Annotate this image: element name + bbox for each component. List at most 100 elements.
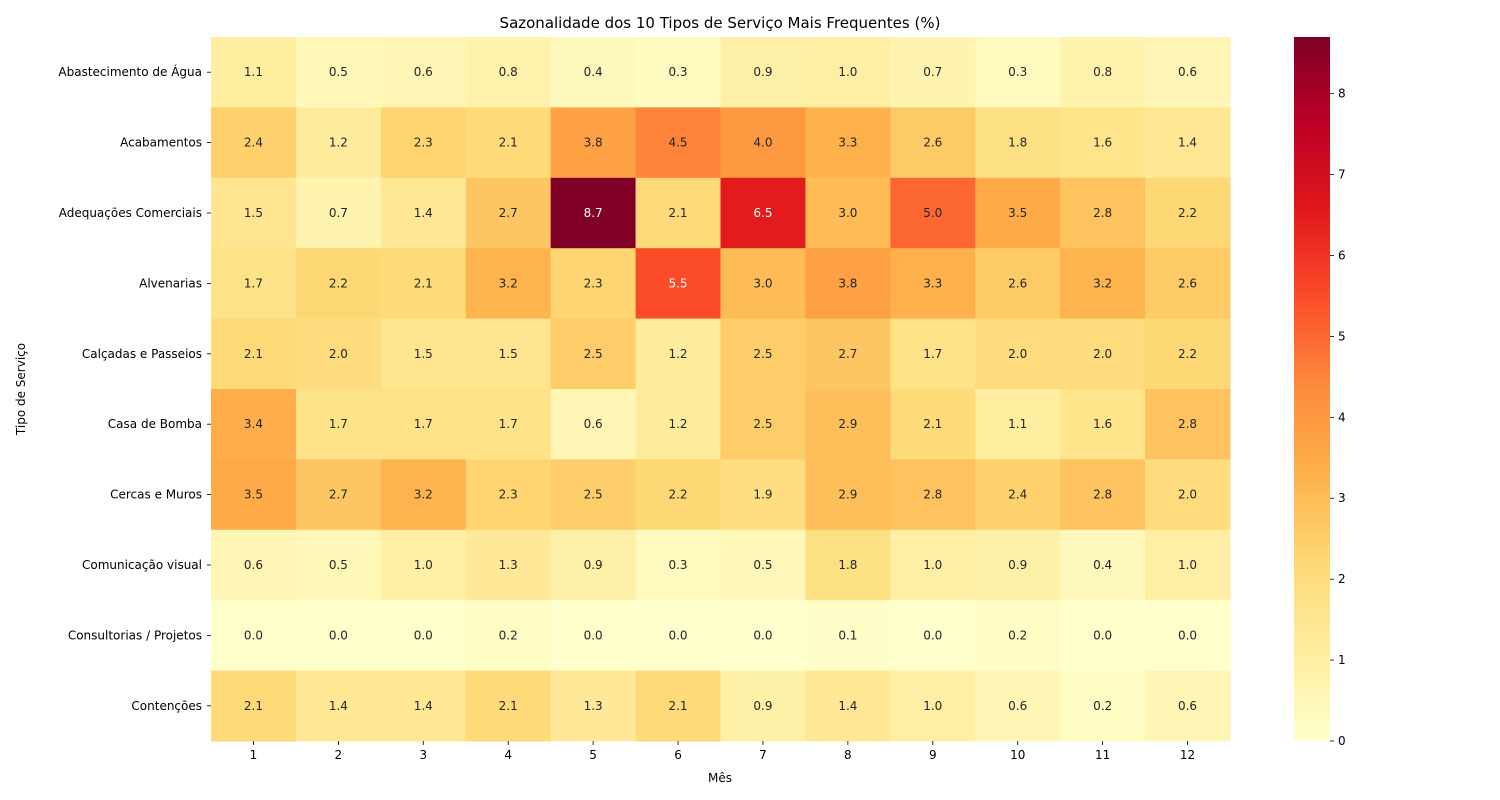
- heatmap-cell: [1060, 529, 1146, 601]
- cell-value-label: 0.1: [838, 628, 857, 642]
- heatmap-cell: [890, 600, 976, 672]
- heatmap-cell: [550, 389, 637, 460]
- cell-value-label: 8.7: [584, 206, 603, 220]
- heatmap-cell: [1060, 389, 1146, 460]
- cell-value-label: 1.0: [414, 558, 433, 572]
- cell-value-label: 1.4: [1178, 136, 1197, 150]
- heatmap-cell: [1060, 670, 1146, 742]
- heatmap-cell: [975, 600, 1061, 672]
- heatmap-cell: [380, 177, 467, 249]
- cell-value-label: 3.4: [244, 417, 263, 431]
- cell-value-label: 0.6: [414, 65, 433, 79]
- cell-value-label: 2.7: [499, 206, 518, 220]
- heatmap-cell: [211, 318, 297, 390]
- heatmap-cell: [720, 600, 806, 672]
- heatmap-cell: [720, 318, 806, 390]
- heatmap-cell: [465, 670, 552, 742]
- heatmap-cell: [1060, 107, 1146, 179]
- cell-value-label: 2.6: [1178, 276, 1197, 290]
- y-tick-label: Comunicação visual: [82, 558, 202, 572]
- x-axis-label: Mês: [708, 771, 732, 785]
- heatmap-cell: [380, 107, 467, 179]
- heatmap-cell: [295, 670, 382, 742]
- cell-value-label: 1.1: [244, 65, 263, 79]
- colorbar-ticks: 0 1 2 3 4 5 6 7 8: [1330, 87, 1346, 748]
- cell-value-label: 2.5: [584, 347, 603, 361]
- heatmap-cell: [1060, 37, 1146, 108]
- heatmap-cell: [890, 107, 976, 179]
- cell-value-label: 2.1: [668, 699, 687, 713]
- heatmap-cell: [805, 389, 891, 460]
- heatmap-cell: [465, 318, 552, 390]
- cell-value-label: 1.7: [244, 276, 263, 290]
- heatmap-cell: [635, 177, 721, 249]
- heatmap-cell: [890, 248, 976, 320]
- heatmap-cell: [720, 529, 806, 601]
- heatmap-cell: [890, 670, 976, 742]
- cell-value-label: 2.0: [329, 347, 348, 361]
- cell-value-label: 1.6: [1093, 136, 1112, 150]
- heatmap-cell: [805, 37, 891, 108]
- heatmap-cell: [295, 248, 382, 320]
- heatmap-cell: [550, 107, 637, 179]
- cell-value-label: 3.2: [1093, 276, 1112, 290]
- y-tick-label: Contenções: [131, 699, 202, 713]
- cell-value-label: 0.5: [753, 558, 772, 572]
- cell-value-label: 0.0: [1178, 628, 1197, 642]
- cell-value-label: 1.5: [499, 347, 518, 361]
- chart-title: Sazonalidade dos 10 Tipos de Serviço Mai…: [500, 14, 941, 32]
- cell-value-label: 0.4: [1093, 558, 1112, 572]
- heatmap-cell: [1145, 389, 1231, 460]
- cell-value-label: 2.3: [414, 136, 433, 150]
- heatmap-cell: [635, 670, 721, 742]
- cell-value-label: 0.4: [584, 65, 603, 79]
- heatmap-cell: [805, 177, 891, 249]
- cell-value-label: 0.2: [1008, 628, 1027, 642]
- x-tick-label: 3: [419, 748, 427, 762]
- cell-value-label: 2.1: [499, 699, 518, 713]
- heatmap-cell: [975, 177, 1061, 249]
- heatmap-cell: [211, 389, 297, 460]
- heatmap-cell: [465, 177, 552, 249]
- cell-value-label: 2.1: [668, 206, 687, 220]
- heatmap-cell: [1145, 107, 1231, 179]
- cell-value-label: 2.8: [923, 488, 942, 502]
- x-tick-label: 1: [250, 748, 258, 762]
- cell-value-label: 1.0: [1178, 558, 1197, 572]
- heatmap-cell: [550, 600, 637, 672]
- heatmap-cell: [465, 529, 552, 601]
- colorbar-tick-label: 5: [1338, 329, 1346, 343]
- heatmap-cell: [465, 600, 552, 672]
- colorbar-tick-label: 6: [1338, 248, 1346, 262]
- cell-value-label: 0.8: [499, 65, 518, 79]
- x-tick-label: 2: [335, 748, 343, 762]
- heatmap-cell: [720, 389, 806, 460]
- heatmap-cell: [635, 459, 721, 531]
- x-tick-label: 8: [844, 748, 852, 762]
- heatmap-cell: [211, 600, 297, 672]
- y-tick-label: Consultorias / Projetos: [68, 628, 202, 642]
- cell-value-label: 2.3: [584, 276, 603, 290]
- cell-value-label: 0.6: [584, 417, 603, 431]
- heatmap-cell: [1145, 37, 1231, 108]
- cell-value-label: 1.7: [923, 347, 942, 361]
- cell-value-label: 2.1: [244, 699, 263, 713]
- heatmap-cell: [295, 389, 382, 460]
- y-axis-ticks: Abastecimento de Água Acabamentos Adequaçõ…: [58, 64, 211, 713]
- cell-value-label: 0.5: [329, 558, 348, 572]
- heatmap-cell: [211, 459, 297, 531]
- cell-value-label: 2.2: [668, 488, 687, 502]
- heatmap-cell: [975, 670, 1061, 742]
- cell-value-label: 2.5: [584, 488, 603, 502]
- cell-value-label: 1.4: [329, 699, 348, 713]
- cell-value-label: 0.0: [668, 628, 687, 642]
- cell-value-label: 2.5: [753, 347, 772, 361]
- heatmap-cell: [550, 529, 637, 601]
- x-tick-label: 7: [759, 748, 767, 762]
- cell-value-label: 2.8: [1093, 488, 1112, 502]
- heatmap-cell: [1060, 248, 1146, 320]
- heatmap-cell: [635, 389, 721, 460]
- heatmap-cell: [465, 248, 552, 320]
- heatmap-cell: [380, 389, 467, 460]
